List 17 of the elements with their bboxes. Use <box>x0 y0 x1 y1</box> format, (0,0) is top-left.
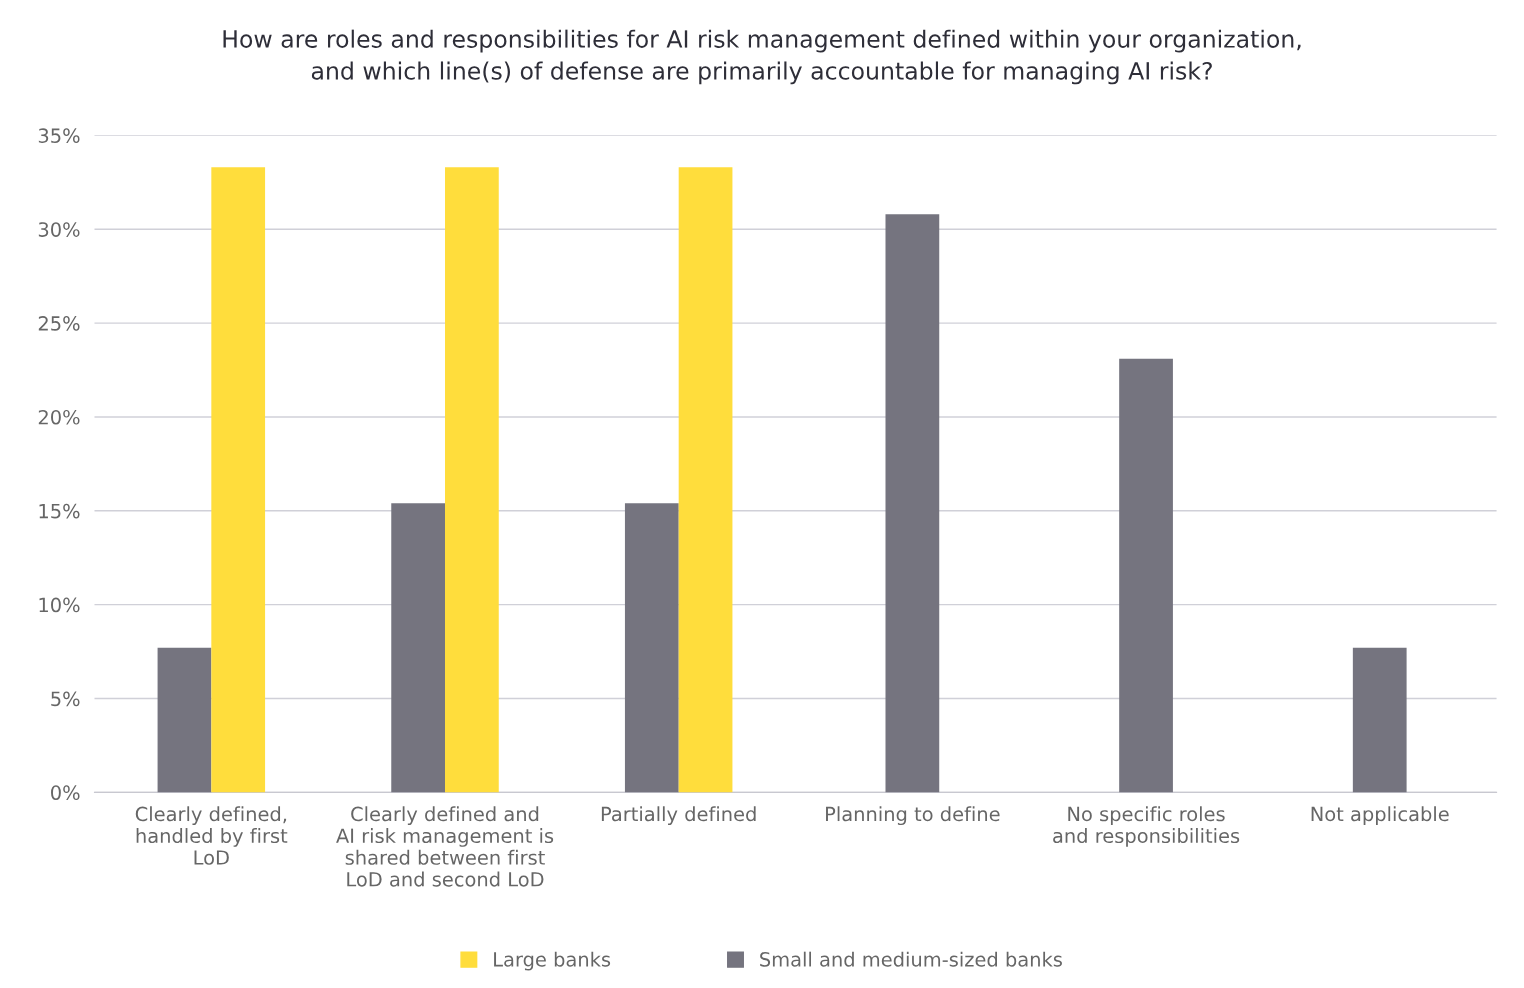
y-tick-label: 35% <box>38 128 80 144</box>
x-tick-label: Clearly defined, handled by first LoD <box>135 806 288 865</box>
x-tick-label: Planning to define <box>826 806 1000 826</box>
legend-label: Large banks <box>494 951 611 971</box>
x-tick-label: Partially defined <box>601 806 756 826</box>
y-tick-label: 20% <box>38 409 80 425</box>
legend-label: Small and medium-sized banks <box>760 951 1062 967</box>
x-tick-label: No specific roles and responsibilities <box>1053 806 1240 847</box>
y-tick-label: 5% <box>51 691 80 707</box>
y-tick-label: 30% <box>38 222 80 237</box>
y-tick-label: 0% <box>51 785 80 801</box>
x-tick-label: Not applicable <box>1311 806 1449 826</box>
y-tick-label: 25% <box>38 316 80 331</box>
x-tick-label: Clearly defined and AI risk management is shared between first LoD and second LoD <box>336 806 554 887</box>
y-tick-label: 15% <box>39 503 80 519</box>
chart-title: How are roles and responsibilities for AI risk management defined within your organization, and which line(s) of defense are primarily accountable for managing AI risk? <box>223 29 1301 85</box>
y-tick-label: 10% <box>39 597 80 613</box>
